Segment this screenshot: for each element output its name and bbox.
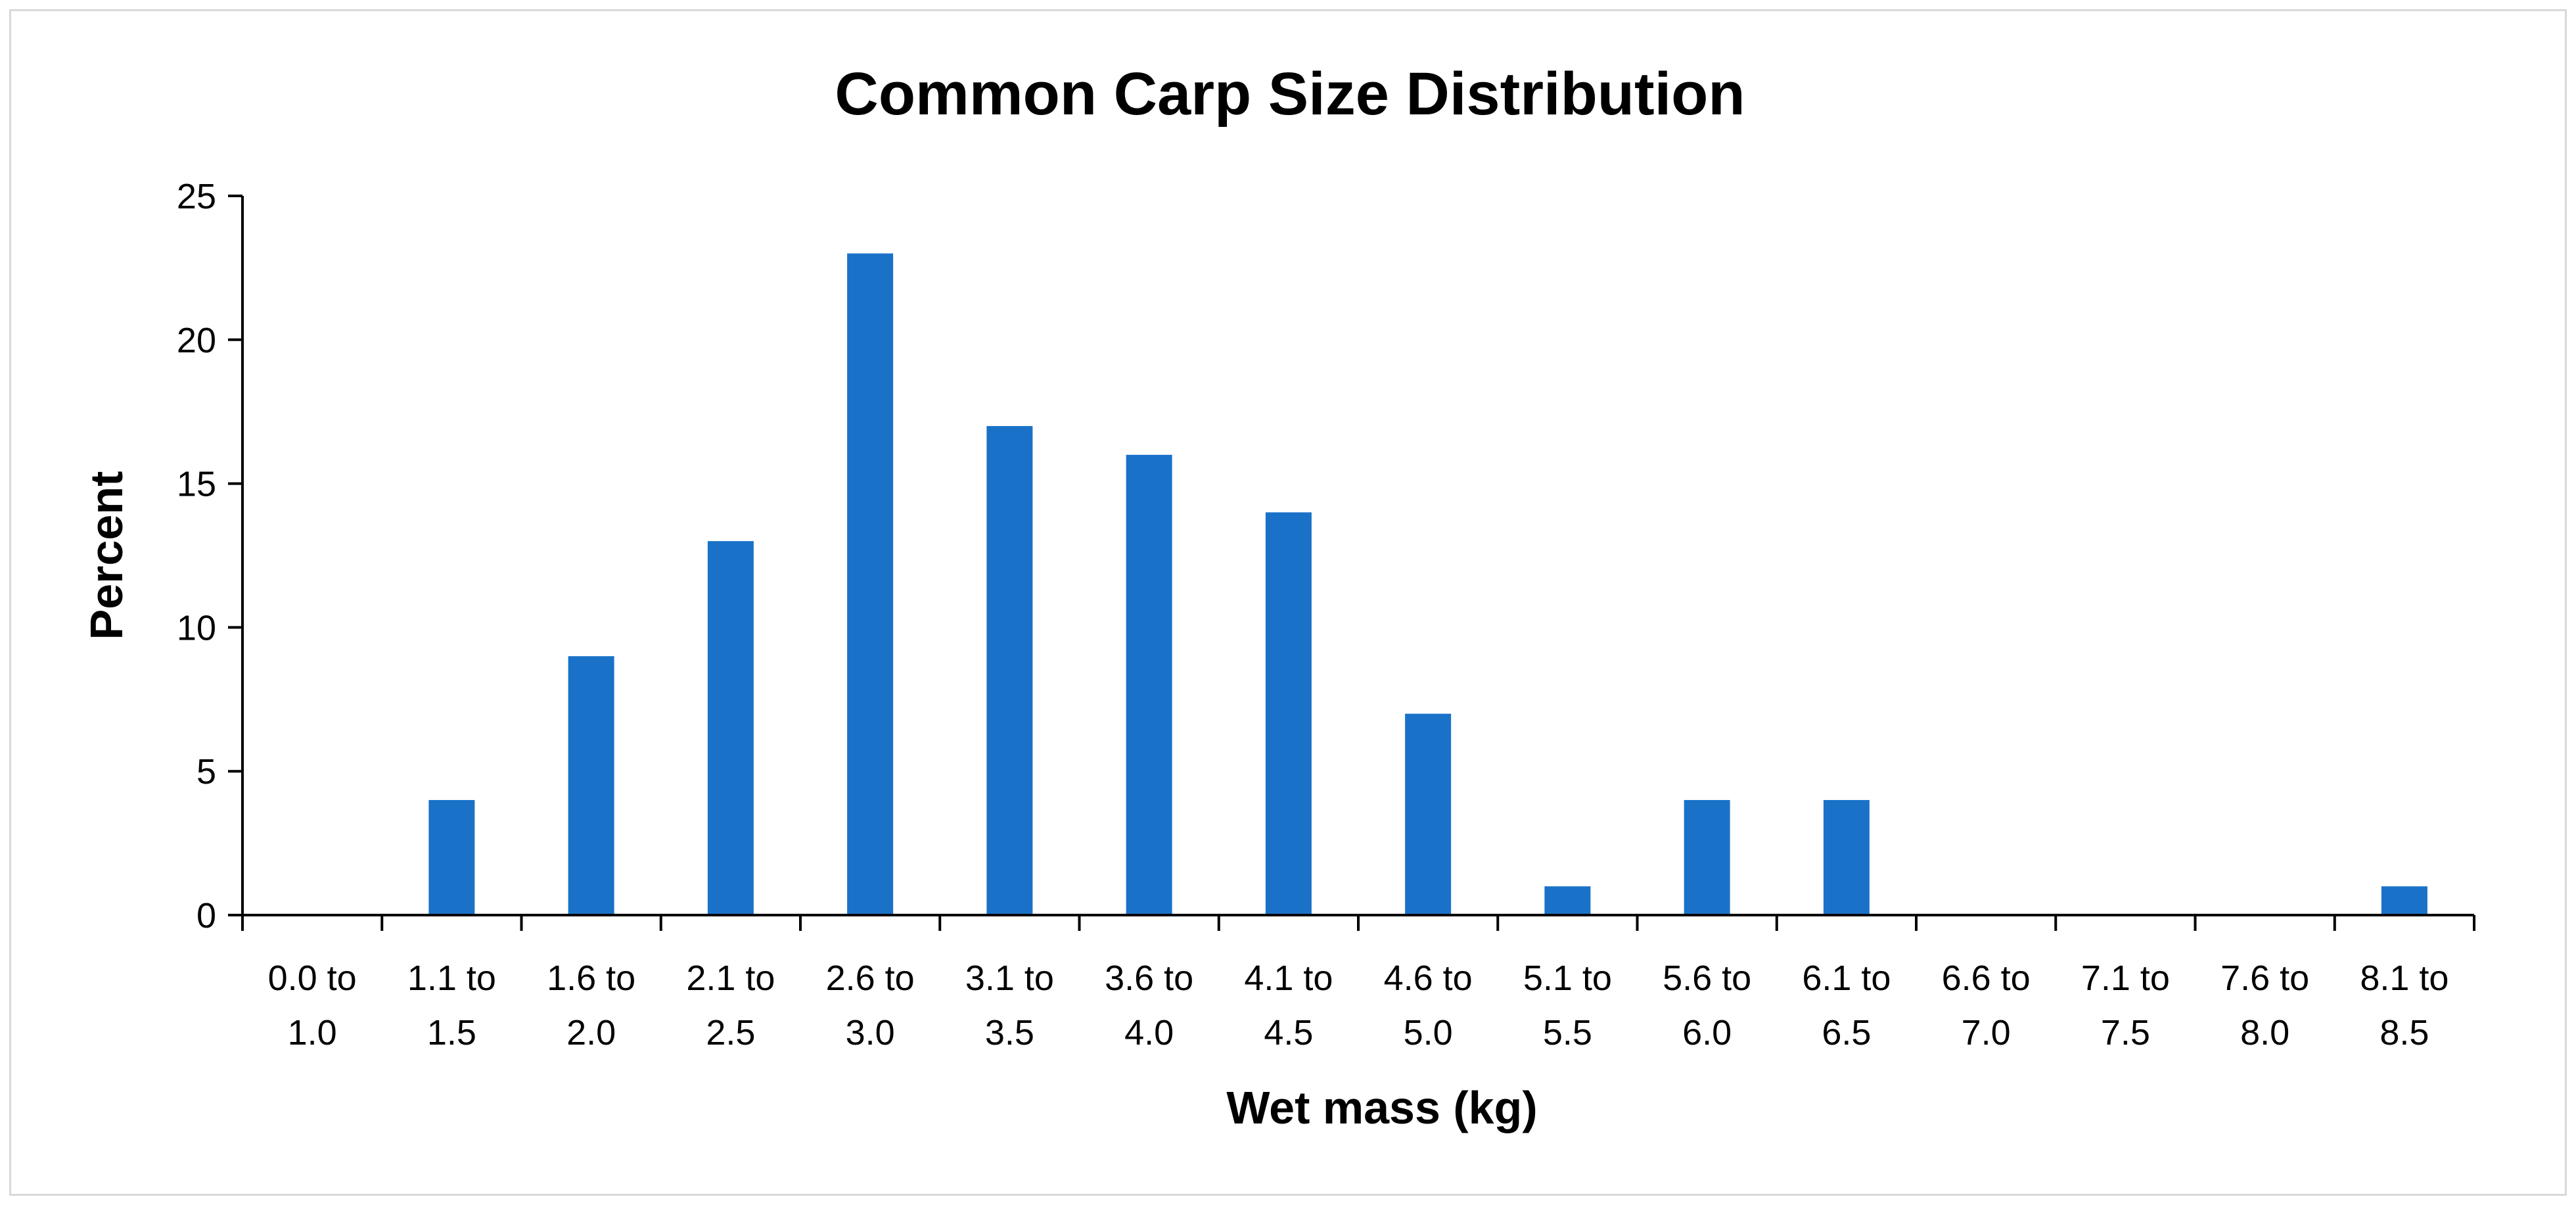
y-tick-label-0: 0 [196, 896, 216, 935]
x-tick-label-11-line-1: 6.5 [1822, 1013, 1871, 1052]
x-tick-label-7-line-1: 4.5 [1264, 1013, 1313, 1052]
x-tick-label-6-line-1: 4.0 [1124, 1013, 1174, 1052]
x-tick-label-6-line-0: 3.6 to [1105, 958, 1193, 998]
bar-11 [1823, 799, 1870, 915]
x-tick-label-2-line-0: 1.6 to [547, 958, 635, 998]
x-tick-label-11-line-0: 6.1 to [1802, 958, 1891, 998]
bar-8 [1405, 713, 1452, 915]
y-axis-title: Percent [81, 471, 132, 640]
x-tick-label-2-line-1: 2.0 [566, 1013, 616, 1052]
x-tick-label-4-line-0: 2.6 to [826, 958, 915, 998]
x-tick-label-1-line-0: 1.1 to [407, 958, 496, 998]
y-tick-label-4: 20 [177, 321, 216, 360]
bar-7 [1265, 512, 1312, 915]
bar-3 [707, 541, 754, 915]
x-tick-label-3-line-1: 2.5 [706, 1013, 755, 1052]
bars-layer [428, 253, 2427, 915]
x-tick-label-7-line-0: 4.1 to [1244, 958, 1333, 998]
x-axis-title: Wet mass (kg) [1226, 1082, 1537, 1133]
x-tick-label-15-line-0: 8.1 to [2360, 958, 2449, 998]
bar-15 [2381, 886, 2427, 915]
y-tick-label-2: 10 [177, 608, 216, 648]
bar-10 [1684, 799, 1730, 915]
x-tick-label-0-line-0: 0.0 to [268, 958, 357, 998]
ticks-layer: 0 5 10 15 20 25 0.0 to 1.0 1.1 to 1.5 1.6 to 2.0 2.1… [177, 177, 2475, 1052]
y-tick-label-1: 5 [196, 752, 216, 792]
bar-6 [1126, 454, 1172, 915]
x-tick-label-5-line-0: 3.1 to [965, 958, 1054, 998]
x-tick-label-14-line-1: 8.0 [2240, 1013, 2289, 1052]
bar-1 [428, 799, 475, 915]
bar-9 [1544, 886, 1591, 915]
bar-4 [847, 253, 894, 915]
bar-5 [986, 426, 1033, 915]
x-tick-label-13-line-1: 7.5 [2101, 1013, 2150, 1052]
x-tick-label-14-line-0: 7.6 to [2220, 958, 2309, 998]
x-tick-label-8-line-0: 4.6 to [1384, 958, 1473, 998]
x-tick-label-9-line-1: 5.5 [1543, 1013, 1592, 1052]
chart-title: Common Carp Size Distribution [835, 60, 1745, 128]
y-tick-label-5: 25 [177, 177, 216, 216]
x-tick-label-10-line-0: 5.6 to [1663, 958, 1751, 998]
x-tick-label-13-line-0: 7.1 to [2081, 958, 2170, 998]
x-tick-label-8-line-1: 5.0 [1404, 1013, 1453, 1052]
x-tick-label-15-line-1: 8.5 [2380, 1013, 2429, 1052]
x-tick-label-12-line-1: 7.0 [1962, 1013, 2011, 1052]
chart-svg: Common Carp Size Distribution Percent We… [81, 60, 2475, 1133]
chart-frame: Common Carp Size Distribution Percent We… [9, 9, 2567, 1196]
y-tick-label-3: 15 [177, 465, 216, 504]
x-tick-label-1-line-1: 1.5 [427, 1013, 476, 1052]
x-tick-label-4-line-1: 3.0 [846, 1013, 895, 1052]
x-tick-label-5-line-1: 3.5 [985, 1013, 1034, 1052]
x-tick-label-3-line-0: 2.1 to [686, 958, 775, 998]
x-tick-label-10-line-1: 6.0 [1682, 1013, 1732, 1052]
x-tick-label-0-line-1: 1.0 [288, 1013, 337, 1052]
x-tick-label-9-line-0: 5.1 to [1523, 958, 1612, 998]
bar-2 [568, 656, 614, 915]
x-tick-label-12-line-0: 6.6 to [1942, 958, 2031, 998]
